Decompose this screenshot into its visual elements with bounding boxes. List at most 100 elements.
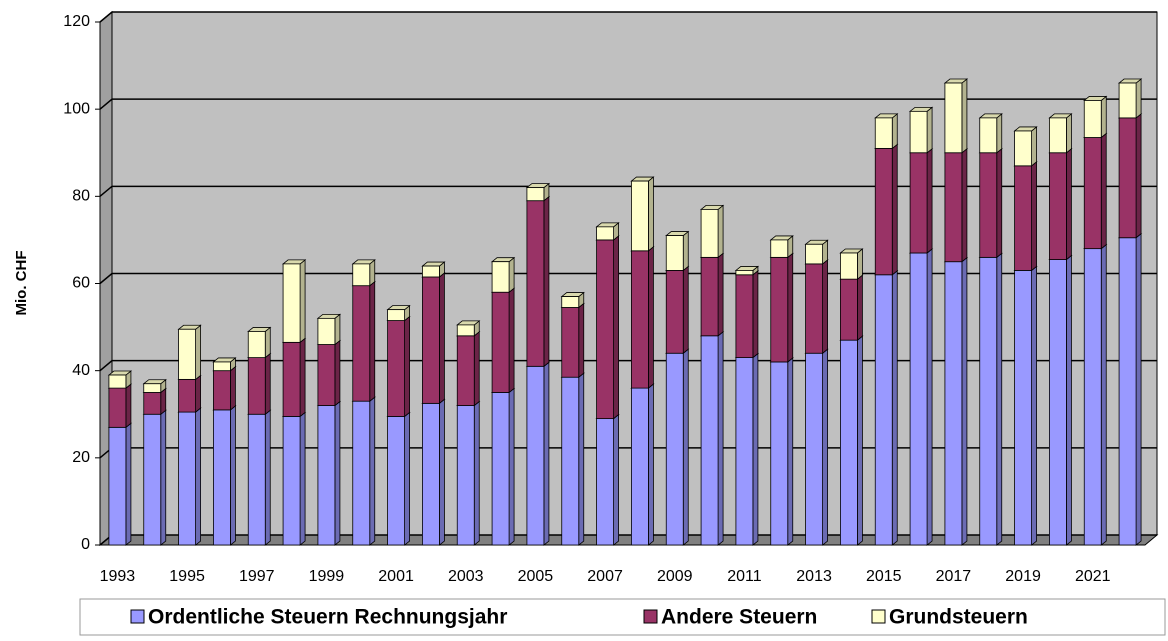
- y-tick-label: 0: [81, 536, 90, 553]
- bar-side: [195, 407, 201, 546]
- bar: [1083, 248, 1102, 546]
- bar: [317, 405, 336, 546]
- bar-side: [125, 383, 132, 429]
- legend-label: Grundsteuern: [889, 606, 1028, 629]
- bar: [352, 285, 371, 402]
- bar: [247, 413, 266, 546]
- y-axis-label: Mio. CHF: [13, 251, 30, 316]
- bar-side: [299, 337, 306, 418]
- bar: [108, 426, 127, 546]
- bar-side: [682, 348, 689, 546]
- bar: [108, 387, 127, 428]
- bar: [526, 200, 545, 367]
- bar: [1014, 270, 1032, 546]
- bar-side: [857, 248, 863, 280]
- bar-side: [996, 113, 1003, 154]
- bar: [108, 374, 127, 389]
- x-tick-label: 1997: [239, 568, 275, 585]
- bar-side: [195, 324, 201, 381]
- bar: [213, 370, 231, 411]
- bar-side: [299, 411, 306, 546]
- bar: [526, 187, 545, 202]
- x-tick-label: 2015: [866, 568, 902, 585]
- bar-side: [404, 315, 410, 418]
- bar: [596, 418, 614, 546]
- x-tick-label: 2007: [587, 568, 623, 585]
- bar-side: [752, 269, 759, 359]
- bar-side: [230, 365, 236, 411]
- bar-side: [578, 302, 585, 379]
- bar: [909, 110, 928, 154]
- y-tick-label: 100: [63, 100, 90, 117]
- bar-side: [264, 409, 271, 546]
- bar: [456, 324, 475, 337]
- bar: [282, 263, 301, 343]
- bar-side: [891, 269, 898, 546]
- bar: [840, 278, 858, 341]
- bar: [596, 239, 614, 420]
- bar-side: [857, 274, 863, 341]
- bar-side: [857, 335, 863, 546]
- x-tick-label: 2017: [936, 568, 972, 585]
- bar: [665, 235, 684, 271]
- bar-side: [473, 400, 480, 546]
- bar-side: [578, 372, 585, 546]
- bar: [700, 256, 719, 337]
- bar: [561, 296, 580, 308]
- bar: [422, 402, 440, 546]
- bar: [1014, 165, 1032, 271]
- grid-line: [99, 11, 1157, 23]
- y-tick-label: 60: [72, 275, 90, 292]
- bar: [526, 365, 545, 546]
- bar: [1118, 237, 1137, 546]
- bar: [1049, 152, 1067, 260]
- bar: [909, 152, 928, 254]
- bar: [700, 209, 719, 258]
- bar: [944, 261, 963, 546]
- bar: [874, 274, 893, 546]
- legend-label: Andere Steuern: [661, 606, 817, 629]
- bar: [247, 331, 266, 358]
- bar-side: [926, 147, 933, 254]
- bar: [874, 117, 893, 149]
- bar: [1049, 117, 1067, 154]
- x-tick-label: 2019: [1005, 568, 1041, 585]
- bar: [805, 243, 823, 265]
- x-tick-label: 2005: [518, 568, 554, 585]
- bar-side: [682, 265, 689, 355]
- bar-side: [1100, 95, 1107, 139]
- bar-side: [299, 259, 306, 344]
- bar: [631, 387, 649, 546]
- bar: [422, 276, 440, 404]
- bar-side: [1066, 113, 1072, 154]
- x-tick-label: 2001: [378, 568, 414, 585]
- bar: [1083, 137, 1102, 250]
- bar: [317, 317, 336, 345]
- bar-side: [369, 396, 376, 546]
- bar: [735, 274, 754, 358]
- bar-side: [613, 413, 619, 546]
- bar-side: [648, 245, 654, 389]
- bar: [456, 405, 475, 546]
- bar-side: [961, 256, 968, 546]
- bar: [561, 307, 580, 378]
- bar-side: [1135, 232, 1142, 546]
- bar-side: [1100, 132, 1107, 250]
- bar-side: [1135, 78, 1142, 119]
- y-tick-label: 40: [72, 362, 90, 379]
- bar: [491, 392, 510, 546]
- x-tick-label: 2011: [727, 568, 762, 585]
- bar-side: [473, 330, 480, 407]
- bar: [247, 357, 266, 415]
- legend-swatch: [643, 609, 658, 624]
- bar-side: [543, 195, 550, 368]
- bar: [456, 335, 475, 406]
- legend-swatch: [130, 609, 145, 624]
- bar: [874, 147, 893, 276]
- bar-side: [717, 204, 724, 259]
- bar: [944, 82, 963, 154]
- bar: [805, 352, 823, 546]
- bar: [352, 400, 371, 546]
- bar: [282, 416, 301, 546]
